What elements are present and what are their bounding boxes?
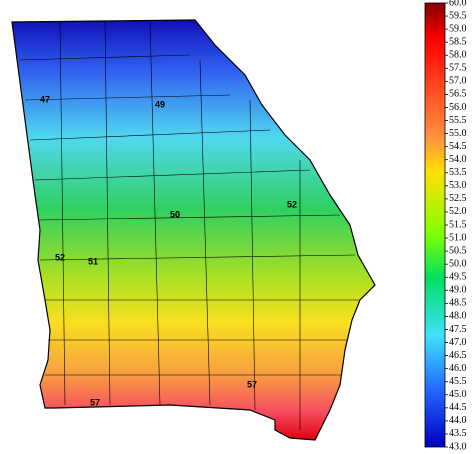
legend-label: 56.5 [449,89,467,100]
legend-label: 55.5 [449,115,467,126]
legend-label: 50.5 [449,245,467,256]
legend-label: 49.0 [449,285,467,296]
legend-label: 43.0 [449,441,467,452]
state-shape [11,19,376,441]
legend-label: 59.0 [449,23,467,34]
legend-label: 59.5 [449,10,467,21]
legend-label: 43.5 [449,428,467,439]
legend-label: 57.5 [449,63,467,74]
legend-label: 44.5 [449,402,467,413]
legend-label: 48.0 [449,311,467,322]
color-bar [424,2,446,448]
legend-label: 55.0 [449,128,467,139]
legend-label: 44.0 [449,415,467,426]
legend-label: 51.5 [449,219,467,230]
contour-label: 47 [40,94,50,104]
legend-label: 49.5 [449,272,467,283]
contour-label: 52 [287,199,297,209]
legend-label: 53.0 [449,180,467,191]
legend-label: 58.5 [449,36,467,47]
county-lines [19,21,360,430]
legend-label: 58.0 [449,50,467,61]
contour-label: 57 [90,397,100,407]
legend-label: 54.5 [449,141,467,152]
legend-label: 47.5 [449,324,467,335]
legend-label: 46.0 [449,363,467,374]
legend-label: 52.0 [449,206,467,217]
legend-label: 51.0 [449,232,467,243]
legend-label: 50.0 [449,258,467,269]
legend-label: 57.0 [449,76,467,87]
contour-label: 57 [247,379,257,389]
legend-label: 54.0 [449,154,467,165]
legend-label: 48.5 [449,298,467,309]
contour-label: 50 [170,209,180,219]
legend-label: 45.0 [449,389,467,400]
legend-label: 56.0 [449,102,467,113]
contour-label: 52 [55,252,65,262]
contour-label: 51 [88,256,98,266]
legend-label: 47.0 [449,337,467,348]
contour-label: 49 [155,99,165,109]
legend-label: 45.5 [449,376,467,387]
legend-label: 52.5 [449,193,467,204]
legend-label: 53.5 [449,167,467,178]
legend-label: 46.5 [449,350,467,361]
legend-label: 60.0 [449,0,467,8]
